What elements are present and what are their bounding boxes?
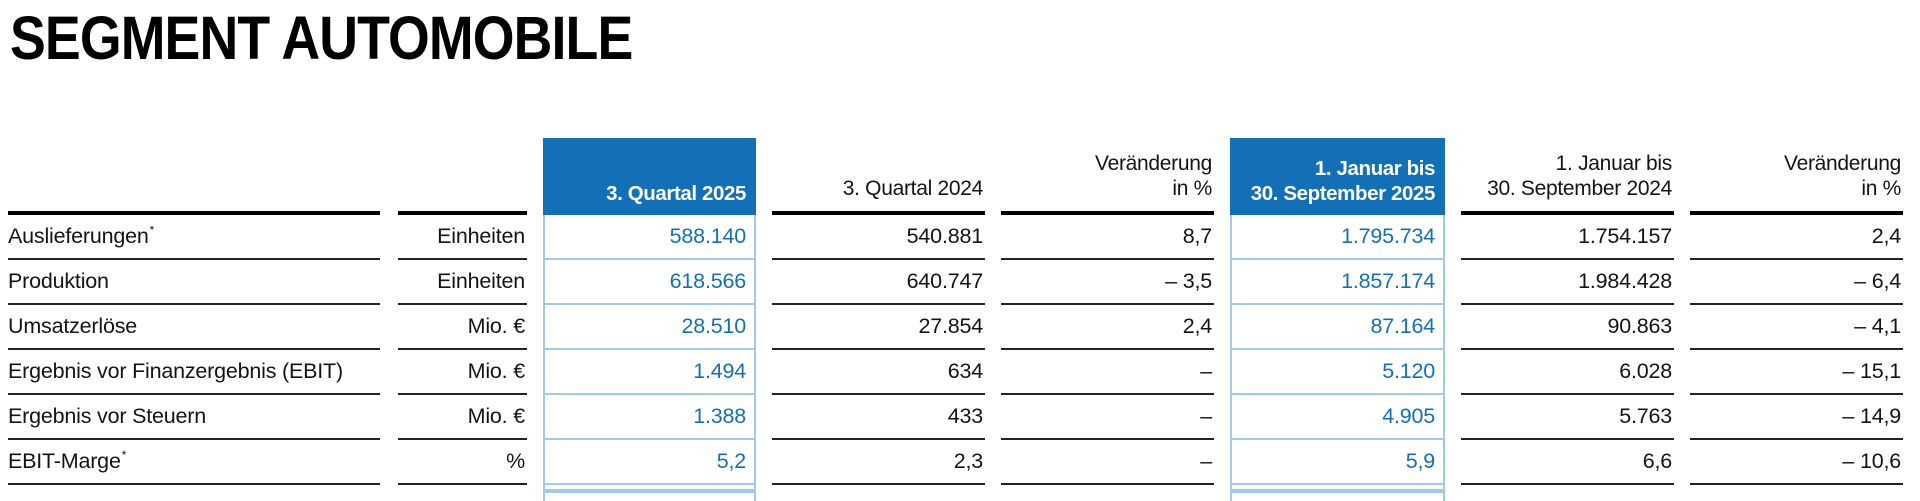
cell-ytd-2025: 1.857.174 (1230, 260, 1445, 305)
cell-q3-2024: 640.747 (772, 260, 985, 305)
header-change-quarter-line1: Veränderung (1095, 151, 1212, 175)
cell-q3-2025: 588.140 (543, 215, 756, 260)
bottom-strip-bar (545, 489, 754, 493)
header-change-ytd-line1: Veränderung (1784, 151, 1901, 175)
table-body: Auslieferungen * Einheiten 588.140 540.88… (8, 215, 1903, 485)
cell-ytd-2025: 4.905 (1230, 395, 1445, 440)
cell-ytd-2024: 6,6 (1461, 440, 1674, 485)
cell-ytd-2025: 5.120 (1230, 350, 1445, 395)
cell-q3-2024: 2,3 (772, 440, 985, 485)
cell-q3-2025: 5,2 (543, 440, 756, 485)
table-bottom-strip (8, 485, 1903, 501)
cell-row-label: Produktion (8, 260, 380, 305)
cell-q3-2025: 618.566 (543, 260, 756, 305)
header-label-column-spacer (8, 110, 380, 215)
cell-unit: Mio. € (398, 305, 527, 350)
cell-unit: Mio. € (398, 395, 527, 440)
cell-change-ytd: – 4,1 (1690, 305, 1903, 350)
header-change-ytd-line2: in % (1861, 177, 1901, 201)
header-ytd-2024-line2: 30. September 2024 (1487, 177, 1672, 201)
cell-change-quarter: – (1001, 395, 1214, 440)
header-ytd-2025-highlight-box: 1. Januar bis 30. September 2025 (1230, 138, 1445, 215)
header-q3-2024-label: 3. Quartal 2024 (842, 177, 984, 201)
header-ytd-2024-line1: 1. Januar bis (1555, 151, 1673, 175)
table-row: Ergebnis vor Finanzergebnis (EBIT) Mio. … (8, 350, 1903, 395)
cell-row-label: EBIT-Marge * (8, 440, 380, 485)
header-ytd-2025: 1. Januar bis 30. September 2025 (1230, 110, 1445, 215)
cell-q3-2025: 1.494 (543, 350, 756, 395)
cell-q3-2024: 634 (772, 350, 985, 395)
cell-ytd-2024: 5.763 (1461, 395, 1674, 440)
row-label-text: Umsatzerlöse (8, 314, 138, 338)
cell-ytd-2024: 1.984.428 (1461, 260, 1674, 305)
cell-unit: Einheiten (398, 260, 527, 305)
cell-q3-2025: 28.510 (543, 305, 756, 350)
row-label-text: EBIT-Marge (8, 449, 121, 473)
cell-change-quarter: – (1001, 350, 1214, 395)
segment-automobile-table: 3. Quartal 2025 3. Quartal 2024 Veränder… (8, 110, 1903, 501)
cell-unit: % (398, 440, 527, 485)
header-change-ytd: Veränderung in % (1690, 110, 1903, 215)
bottom-strip-q3-2025 (543, 485, 756, 501)
cell-row-label: Ergebnis vor Steuern (8, 395, 380, 440)
cell-change-ytd: – 14,9 (1690, 395, 1903, 440)
table-row: EBIT-Marge * % 5,2 2,3 – 5,9 6,6 – 10,6 (8, 440, 1903, 485)
header-q3-2025-label: 3. Quartal 2025 (606, 182, 746, 206)
cell-ytd-2024: 6.028 (1461, 350, 1674, 395)
table-row: Ergebnis vor Steuern Mio. € 1.388 433 – … (8, 395, 1903, 440)
cell-row-label: Umsatzerlöse (8, 305, 380, 350)
cell-change-ytd: – 6,4 (1690, 260, 1903, 305)
header-ytd-2024: 1. Januar bis 30. September 2024 (1461, 110, 1674, 215)
cell-ytd-2024: 1.754.157 (1461, 215, 1674, 260)
row-label-text: Ergebnis vor Finanzergebnis (EBIT) (8, 359, 343, 383)
header-q3-2024: 3. Quartal 2024 (772, 110, 985, 215)
cell-change-quarter: – 3,5 (1001, 260, 1214, 305)
cell-change-ytd: – 10,6 (1690, 440, 1903, 485)
cell-row-label: Auslieferungen * (8, 215, 380, 260)
header-change-quarter: Veränderung in % (1001, 110, 1214, 215)
bottom-strip-bar (1232, 489, 1443, 493)
cell-q3-2025: 1.388 (543, 395, 756, 440)
cell-change-ytd: 2,4 (1690, 215, 1903, 260)
bottom-strip-ytd-2025 (1230, 485, 1445, 501)
table-header-row: 3. Quartal 2025 3. Quartal 2024 Veränder… (8, 110, 1903, 215)
row-label-text: Auslieferungen (8, 224, 149, 248)
cell-change-quarter: – (1001, 440, 1214, 485)
cell-q3-2024: 540.881 (772, 215, 985, 260)
header-ytd-2025-line1: 1. Januar bis (1314, 156, 1436, 180)
cell-ytd-2025: 5,9 (1230, 440, 1445, 485)
header-change-quarter-line2: in % (1172, 177, 1212, 201)
cell-change-ytd: – 15,1 (1690, 350, 1903, 395)
row-label-text: Produktion (8, 269, 109, 293)
table-row: Umsatzerlöse Mio. € 28.510 27.854 2,4 87… (8, 305, 1903, 350)
cell-unit: Mio. € (398, 350, 527, 395)
cell-q3-2024: 27.854 (772, 305, 985, 350)
cell-unit: Einheiten (398, 215, 527, 260)
header-unit-column-spacer (398, 110, 527, 215)
table-row: Produktion Einheiten 618.566 640.747 – 3… (8, 260, 1903, 305)
cell-ytd-2025: 1.795.734 (1230, 215, 1445, 260)
header-q3-2025-highlight-box: 3. Quartal 2025 (543, 138, 756, 215)
header-q3-2025: 3. Quartal 2025 (543, 110, 756, 215)
page-title: SEGMENT AUTOMOBILE (10, 4, 633, 72)
cell-row-label: Ergebnis vor Finanzergebnis (EBIT) (8, 350, 380, 395)
cell-q3-2024: 433 (772, 395, 985, 440)
cell-ytd-2025: 87.164 (1230, 305, 1445, 350)
table-row: Auslieferungen * Einheiten 588.140 540.88… (8, 215, 1903, 260)
cell-change-quarter: 8,7 (1001, 215, 1214, 260)
cell-ytd-2024: 90.863 (1461, 305, 1674, 350)
cell-change-quarter: 2,4 (1001, 305, 1214, 350)
row-label-text: Ergebnis vor Steuern (8, 404, 206, 428)
header-ytd-2025-line2: 30. September 2025 (1250, 182, 1436, 206)
